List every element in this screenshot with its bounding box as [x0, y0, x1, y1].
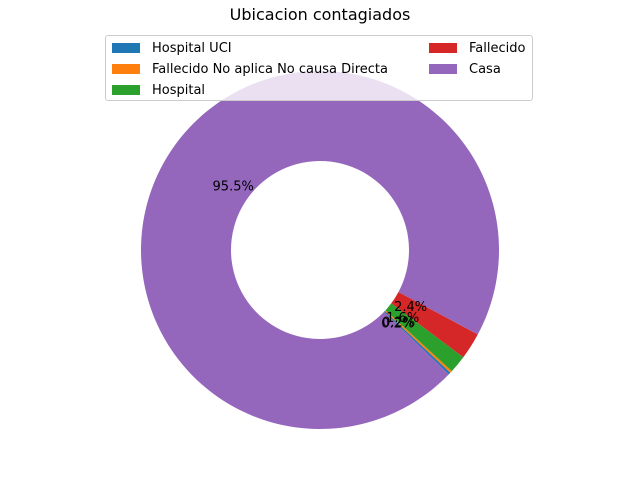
- legend-item-1: Hospital UCI: [112, 39, 232, 57]
- slice-4: [391, 291, 478, 358]
- slice-label-2: 0.2%: [382, 316, 415, 331]
- legend-label: Fallecido: [469, 40, 526, 56]
- legend-swatch: [112, 64, 140, 74]
- legend-label: Casa: [469, 61, 501, 77]
- chart-legend: Hospital UCI Fallecido No aplica No causa…: [105, 35, 533, 101]
- slice-label-3: 1.6%: [386, 311, 419, 326]
- legend-item-4: Fallecido: [429, 39, 525, 57]
- slice-label-1: 0.2%: [381, 317, 414, 332]
- legend-label: Hospital UCI: [152, 40, 232, 56]
- legend-item-2: Fallecido No aplica No causa Directa: [112, 60, 388, 78]
- legend-item-5: Casa: [429, 60, 501, 78]
- legend-swatch: [429, 43, 457, 53]
- legend-label: Fallecido No aplica No causa Directa: [152, 61, 388, 77]
- slice-5: [141, 70, 500, 429]
- legend-label: Hospital: [152, 82, 206, 98]
- slice-3: [385, 303, 464, 372]
- legend-swatch: [112, 85, 140, 95]
- slice-label-5: 95.5%: [213, 179, 254, 194]
- slice-2: [384, 310, 452, 373]
- slice-1: [384, 311, 451, 375]
- legend-swatch: [429, 64, 457, 74]
- chart-title: Ubicacion contagiados: [229, 5, 411, 24]
- legend-item-3: Hospital: [112, 81, 205, 99]
- legend-swatch: [112, 43, 140, 53]
- slice-label-4: 2.4%: [394, 300, 427, 315]
